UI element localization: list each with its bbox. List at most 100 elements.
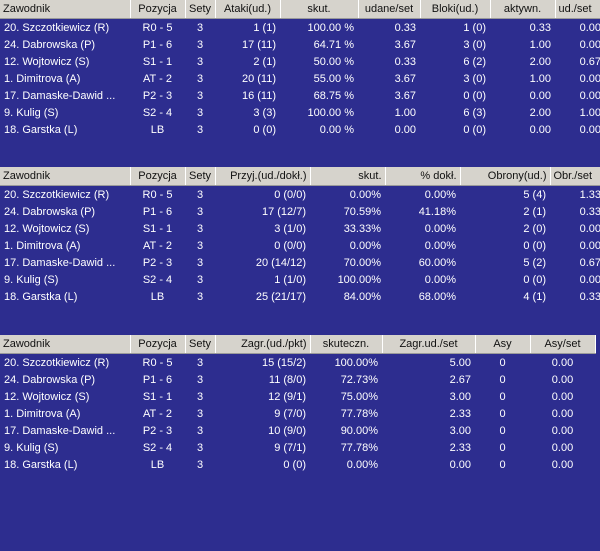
cell: 17. Damaske-Dawid ... (4, 424, 116, 437)
cell: 0.00 (579, 38, 600, 51)
cell: 3 (196, 89, 204, 102)
column-header: Obrony(ud.) (460, 167, 551, 186)
cell: AT - 2 (143, 407, 172, 420)
cell: S1 - 1 (142, 390, 173, 403)
cell: 3 (196, 72, 204, 85)
cell: 100.00% (337, 273, 381, 286)
cell: 2.33 (449, 441, 471, 454)
cell: 18. Garstka (L) (4, 458, 78, 471)
player-row: 17. Damaske-Dawid ... P2 - 3 3 10 (9/0) 90.0… (0, 422, 595, 439)
column-header: Sety (185, 335, 216, 354)
stats-table: Zawodnik Pozycja Sety Przyj.(ud./dokł.) skut… (0, 167, 600, 305)
player-row: 12. Wojtowicz (S) S1 - 1 3 3 (1/0) 33.33% 0.0… (0, 220, 600, 237)
column-header: Zawodnik (0, 167, 131, 186)
cell: 3 (196, 458, 204, 471)
cell: 12. Wojtowicz (S) (4, 390, 90, 403)
cell: 100.00% (334, 356, 378, 369)
cell: 3 (196, 106, 204, 119)
cell: 3 (196, 239, 204, 252)
cell: 0.00 (551, 424, 574, 437)
player-row: 18. Garstka (L) LB 3 0 (0) 0.00 % 0.00 0 (0) 0.… (0, 121, 600, 138)
cell: 0 (499, 390, 506, 403)
column-header: Zawodnik (0, 0, 131, 19)
cell: 0.00 (551, 407, 574, 420)
cell: P2 - 3 (142, 89, 173, 102)
column-header: Zawodnik (0, 335, 131, 354)
cell: 3 (196, 407, 204, 420)
player-row: 1. Dimitrova (A) AT - 2 3 20 (11) 55.00 % 3.6… (0, 70, 600, 87)
cell: 2 (1) (523, 205, 546, 218)
cell: 3.00 (449, 390, 471, 403)
cell: 17. Damaske-Dawid ... (4, 256, 116, 269)
cell: 90.00% (340, 424, 378, 437)
cell: 0 (499, 458, 506, 471)
player-row: 12. Wojtowicz (S) S1 - 1 3 12 (9/1) 75.00% 3.… (0, 388, 595, 405)
cell: 0 (0) (463, 89, 486, 102)
column-header: skuteczn. (310, 335, 383, 354)
player-row: 17. Damaske-Dawid ... P2 - 3 3 16 (11) 68.75… (0, 87, 600, 104)
stats-table: Zawodnik Pozycja Sety Atakі(ud.) skut. udane/… (0, 0, 600, 138)
cell: 0.33 (579, 290, 600, 303)
cell: 3 (196, 441, 204, 454)
player-row: 20. Szczotkiewicz (R) R0 - 5 3 0 (0/0) 0.00%… (0, 186, 600, 204)
cell: S2 - 4 (142, 441, 173, 454)
cell: 1.00 (394, 106, 416, 119)
cell: 0.00 (579, 239, 600, 252)
cell: 55.00 % (313, 72, 354, 85)
cell: P1 - 6 (142, 373, 173, 386)
cell: 50.00 % (313, 55, 354, 68)
cell: 9. Kulig (S) (4, 106, 59, 119)
cell: R0 - 5 (142, 356, 173, 369)
cell: 3 (196, 373, 204, 386)
cell: 0.00% (424, 239, 456, 252)
cell: 3 (196, 390, 204, 403)
column-header: Asy (475, 335, 531, 354)
cell: AT - 2 (143, 239, 172, 252)
column-header: % dokł. (385, 167, 461, 186)
cell: 18. Garstka (L) (4, 123, 78, 136)
cell: LB (150, 458, 165, 471)
column-header: udane/set (358, 0, 421, 19)
cell: P1 - 6 (142, 38, 173, 51)
cell: 84.00% (343, 290, 381, 303)
cell: 16 (11) (241, 89, 276, 102)
cell: 3 (196, 188, 204, 201)
header-row: Zawodnik Pozycja Sety Przyj.(ud./dokł.) skut… (0, 167, 600, 186)
cell: 1.00 (529, 38, 551, 51)
player-row: 24. Dabrowska (P) P1 - 6 3 17 (12/7) 70.59% 4… (0, 203, 600, 220)
cell: 0 (499, 424, 506, 437)
cell: 72.73% (340, 373, 378, 386)
cell: 70.59% (343, 205, 381, 218)
cell: 3.00 (449, 424, 471, 437)
cell: 0.33 (579, 205, 600, 218)
cell: 41.18% (418, 205, 456, 218)
header-row: Zawodnik Pozycja Sety Zagr.(ud./pkt) skutecz… (0, 335, 596, 354)
cell: 17 (11) (241, 38, 276, 51)
column-header: aktywn. (490, 0, 556, 19)
player-row: 20. Szczotkiewicz (R) R0 - 5 3 15 (15/2) 100… (0, 354, 595, 372)
cell: 77.78% (340, 407, 378, 420)
column-header: Bloki(ud.) (420, 0, 491, 19)
column-header: Sety (185, 0, 216, 19)
cell: 0.00% (424, 222, 456, 235)
cell: 0 (0) (523, 273, 546, 286)
cell: 2 (0) (523, 222, 546, 235)
cell: 1 (1) (253, 21, 276, 34)
cell: 33.33% (343, 222, 381, 235)
player-row: 12. Wojtowicz (S) S1 - 1 3 2 (1) 50.00 % 0.33… (0, 53, 600, 70)
cell: 0 (499, 441, 506, 454)
column-header: Przyj.(ud./dokł.) (215, 167, 311, 186)
cell: P2 - 3 (142, 256, 173, 269)
cell: 3 (1/0) (274, 222, 306, 235)
cell: 1. Dimitrova (A) (4, 72, 81, 85)
cell: 0.67 (579, 256, 600, 269)
cell: 3 (3) (253, 106, 276, 119)
cell: 60.00% (418, 256, 456, 269)
cell: R0 - 5 (142, 21, 173, 34)
cell: 17. Damaske-Dawid ... (4, 89, 116, 102)
cell: 3.67 (394, 38, 416, 51)
cell: 20. Szczotkiewicz (R) (4, 21, 110, 34)
cell: 0.00% (424, 188, 456, 201)
cell: 2.00 (529, 55, 551, 68)
